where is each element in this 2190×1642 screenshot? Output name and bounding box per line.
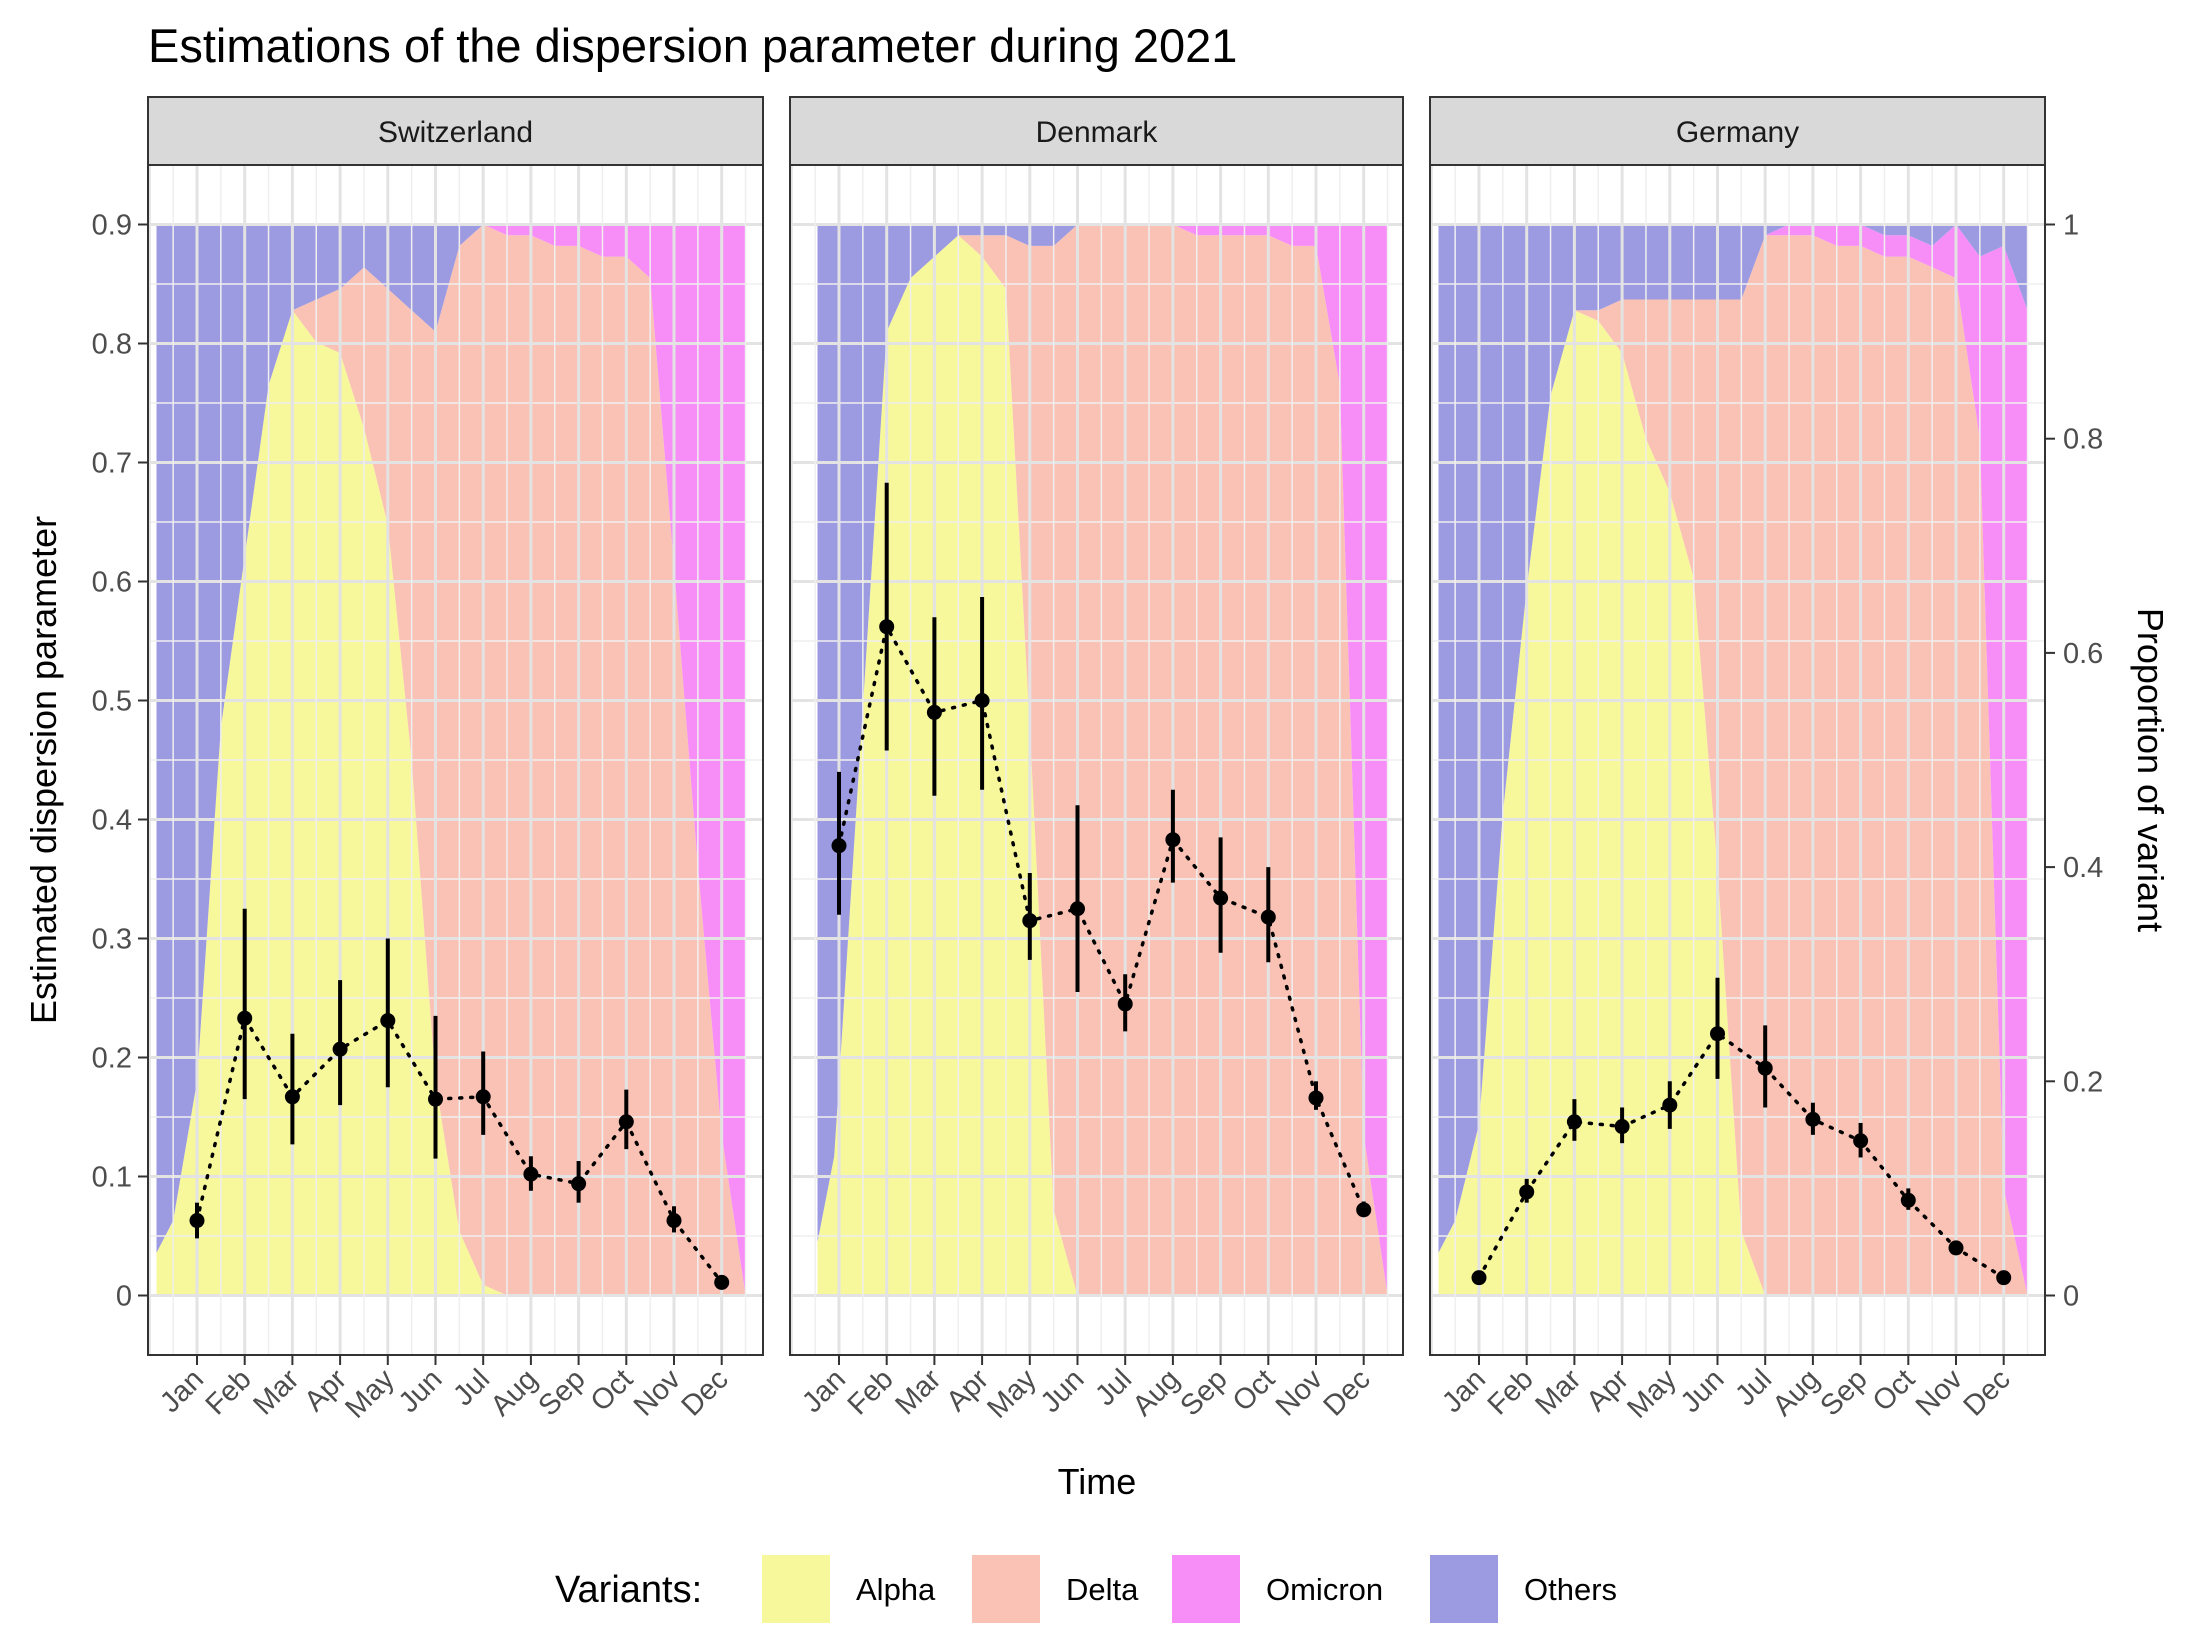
- legend-label-omicron: Omicron: [1266, 1572, 1383, 1607]
- y-tick-label: 0.4: [92, 805, 132, 837]
- legend-item-omicron: Omicron: [1172, 1555, 1383, 1623]
- facet-strip-label: Switzerland: [378, 116, 533, 149]
- variant-area-omicron: [156, 224, 746, 1296]
- panel-denmark: Denmark: [789, 96, 1404, 1356]
- legend-item-delta: Delta: [972, 1555, 1139, 1623]
- legend-item-others: Others: [1430, 1555, 1617, 1623]
- y-tick-label: 0.2: [92, 1043, 132, 1075]
- x-axis-label: Time: [1058, 1461, 1137, 1502]
- estimate-point-jun: [428, 1091, 443, 1107]
- estimate-point-mar: [1566, 1114, 1582, 1130]
- estimate-point-jun: [1710, 1026, 1725, 1042]
- estimate-point-may: [1022, 913, 1038, 929]
- legend-item-alpha: Alpha: [762, 1555, 936, 1623]
- legend: Variants: Alpha Delta Omicron Others: [555, 1555, 1617, 1623]
- y-tick-label: 0.9: [92, 210, 132, 242]
- estimate-connector-line: [1477, 1031, 2006, 1280]
- estimate-point-aug: [1165, 832, 1181, 848]
- y2-tick-label: 0.4: [2063, 852, 2103, 884]
- variant-area-alpha: [156, 310, 746, 1296]
- variant-area-others: [1438, 224, 2028, 1253]
- estimate-point-oct: [618, 1114, 634, 1130]
- variant-area-omicron: [1438, 224, 2028, 1296]
- y-tick-label: 0.1: [92, 1162, 132, 1194]
- estimate-point-jul: [1117, 996, 1133, 1012]
- legend-swatch-others: [1430, 1555, 1498, 1623]
- panel-border: [789, 164, 1404, 1356]
- panel-switzerland: Switzerland: [147, 96, 764, 1356]
- estimate-point-feb: [237, 1010, 253, 1026]
- estimate-point-nov: [1308, 1090, 1324, 1106]
- estimate-point-oct: [1900, 1192, 1916, 1208]
- estimate-point-mar: [284, 1089, 300, 1105]
- facet-strip: [789, 96, 1404, 166]
- estimate-point-may: [380, 1013, 396, 1029]
- estimate-point-jun: [1070, 901, 1085, 917]
- y-tick-label: 0.8: [92, 329, 132, 361]
- estimate-point-jul: [475, 1089, 491, 1105]
- estimate-point-feb: [879, 619, 895, 635]
- estimate-point-jul: [1757, 1060, 1773, 1076]
- estimate-point-sep: [571, 1176, 587, 1192]
- estimate-point-dec: [714, 1274, 730, 1290]
- variant-area-alpha: [817, 235, 1388, 1296]
- y2-tick-label: 0.8: [2063, 424, 2103, 456]
- y-axis-label: Estimated dispersion parameter: [23, 516, 64, 1024]
- estimate-point-nov: [666, 1213, 682, 1229]
- variant-area-delta: [1438, 235, 2028, 1296]
- estimate-connector-line: [837, 621, 1366, 1212]
- variant-area-others: [156, 224, 746, 1253]
- y2-tick-label: 1: [2063, 210, 2079, 242]
- y2-tick-label: 0.6: [2063, 638, 2103, 670]
- y-tick-label: 0.7: [92, 448, 132, 480]
- legend-label-delta: Delta: [1066, 1572, 1139, 1607]
- facet-strip: [1429, 96, 2046, 166]
- estimate-point-dec: [1996, 1270, 2012, 1286]
- estimate-point-sep: [1853, 1133, 1869, 1149]
- y-tick-label: 0.5: [92, 686, 132, 718]
- legend-swatch-omicron: [1172, 1555, 1240, 1623]
- y-tick-label: 0.3: [92, 924, 132, 956]
- panel-border: [147, 164, 764, 1356]
- estimate-point-apr: [974, 693, 990, 708]
- estimate-point-aug: [523, 1166, 539, 1182]
- estimate-point-jan: [189, 1213, 205, 1229]
- legend-label-others: Others: [1524, 1572, 1617, 1607]
- estimate-point-nov: [1948, 1240, 1964, 1256]
- facet-strip: [147, 96, 764, 166]
- legend-swatch-delta: [972, 1555, 1040, 1623]
- estimate-point-dec: [1356, 1202, 1372, 1218]
- y2-tick-label: 0.2: [2063, 1066, 2103, 1098]
- variant-area-alpha: [1438, 310, 2028, 1296]
- y-tick-label: 0.6: [92, 567, 132, 599]
- legend-label-alpha: Alpha: [856, 1572, 936, 1607]
- estimate-point-jan: [831, 838, 847, 854]
- y2-axis-label: Proportion of variant: [2130, 608, 2171, 932]
- variant-area-others: [817, 224, 1388, 1242]
- panel-germany: Germany: [1429, 96, 2046, 1356]
- y2-tick-label: 0: [2063, 1281, 2079, 1313]
- estimate-point-apr: [332, 1041, 348, 1057]
- estimate-point-may: [1662, 1097, 1678, 1113]
- facet-strip-label: Germany: [1676, 116, 1799, 149]
- y-tick-label: 0: [116, 1281, 132, 1313]
- facet-strip-label: Denmark: [1036, 116, 1159, 149]
- panel-border: [1429, 164, 2046, 1356]
- estimate-point-mar: [926, 704, 942, 720]
- estimate-connector-line: [195, 1013, 724, 1285]
- estimate-point-feb: [1519, 1184, 1535, 1200]
- facet-panels: Switzerland Denmark Germany: [147, 96, 2046, 1356]
- estimate-point-oct: [1260, 909, 1276, 925]
- estimate-point-aug: [1805, 1111, 1821, 1127]
- estimate-point-jan: [1471, 1270, 1487, 1286]
- legend-swatch-alpha: [762, 1555, 830, 1623]
- chart-title: Estimations of the dispersion parameter …: [148, 19, 1237, 72]
- estimate-point-apr: [1614, 1119, 1630, 1135]
- estimate-point-sep: [1213, 890, 1229, 906]
- legend-title: Variants:: [555, 1569, 702, 1611]
